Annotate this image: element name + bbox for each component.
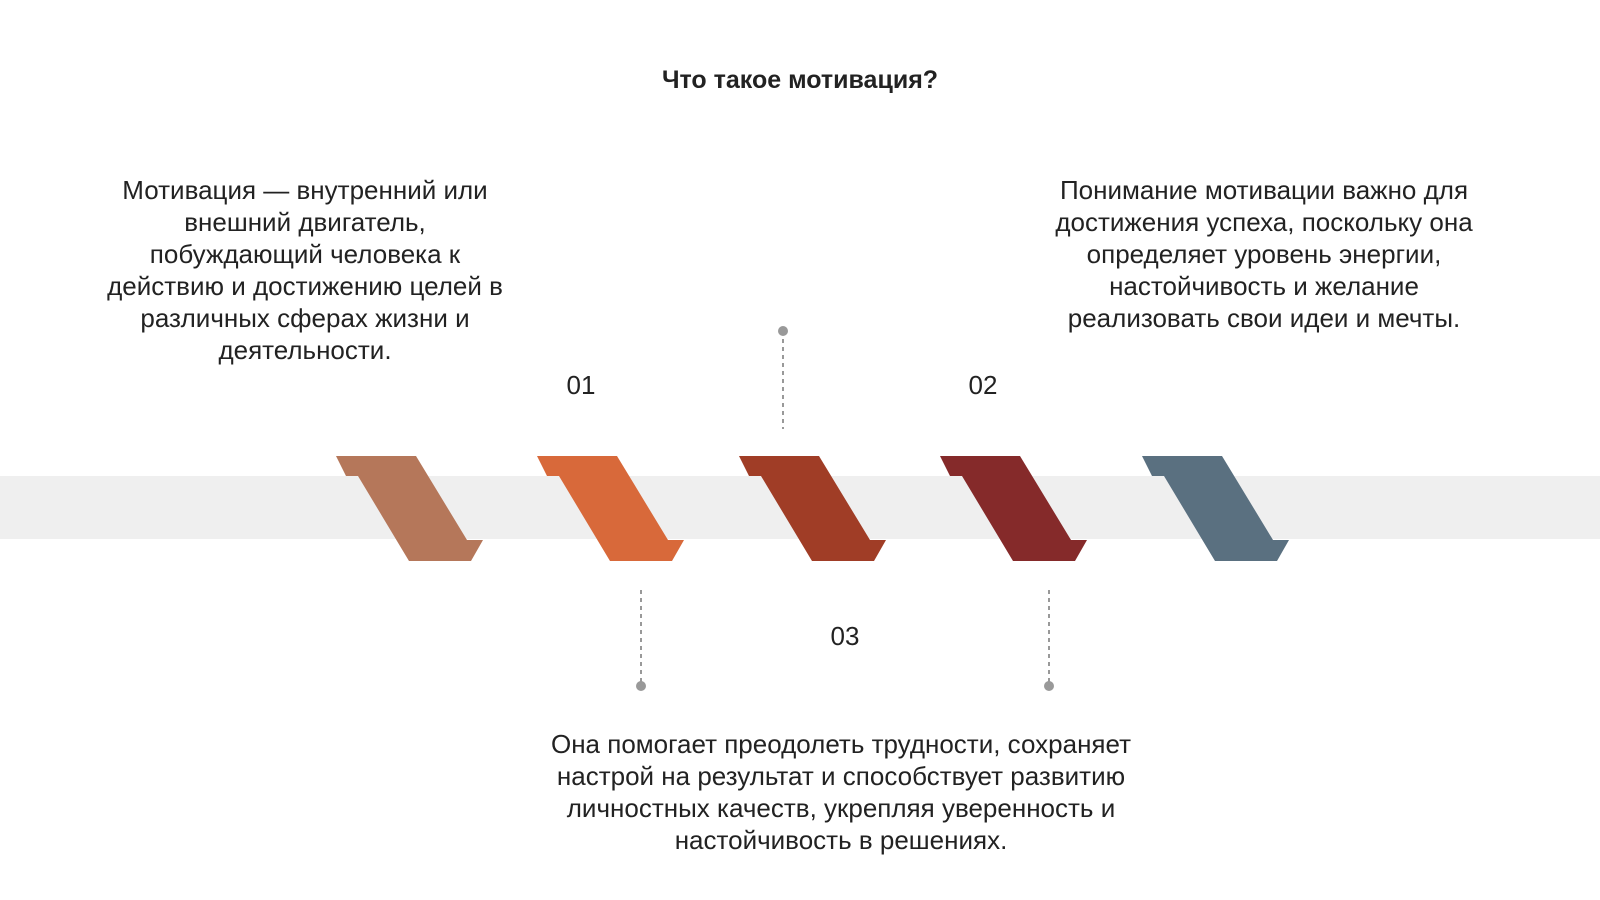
text-line: определяет уровень энергии, xyxy=(1086,239,1442,269)
text-line: настойчивость и желание xyxy=(1109,271,1419,301)
chevron xyxy=(940,456,1087,561)
text-line: настрой на результат и способствует разв… xyxy=(556,761,1126,791)
dot xyxy=(636,681,646,691)
dot xyxy=(1044,681,1054,691)
text-line: Понимание мотивации важно для xyxy=(1059,175,1469,205)
text-line: побуждающий человека к xyxy=(149,239,461,269)
step-number: 01 xyxy=(566,370,596,400)
text-line: настойчивость в решениях. xyxy=(674,825,1008,855)
text-line: достижения успеха, поскольку она xyxy=(1055,207,1473,237)
text-line: Мотивация — внутренний или xyxy=(122,175,488,205)
chevron xyxy=(1142,456,1289,561)
step-number: 03 xyxy=(830,621,860,651)
connectors xyxy=(640,331,1050,686)
text-line: деятельности. xyxy=(218,335,392,365)
chevron xyxy=(739,456,886,561)
paragraph: Она помогает преодолеть трудности, сохра… xyxy=(541,728,1141,856)
chevron xyxy=(537,456,684,561)
text-line: личностных качеств, укрепляя уверенность… xyxy=(566,793,1116,823)
text-line: Она помогает преодолеть трудности, сохра… xyxy=(550,729,1132,759)
text-line: различных сферах жизни и xyxy=(140,303,470,333)
text-line: внешний двигатель, xyxy=(184,207,426,237)
text-line: действию и достижению целей в xyxy=(107,271,503,301)
paragraph: Мотивация — внутренний или внешний двигат… xyxy=(55,174,555,366)
step-number: 02 xyxy=(968,370,998,400)
text-line: реализовать свои идеи и мечты. xyxy=(1067,303,1461,333)
dot xyxy=(778,326,788,336)
title: Что такое мотивация? xyxy=(661,66,939,94)
paragraph: Понимание мотивации важно для достижения … xyxy=(1014,174,1514,334)
chevron xyxy=(336,456,483,561)
chevrons xyxy=(336,456,1289,561)
